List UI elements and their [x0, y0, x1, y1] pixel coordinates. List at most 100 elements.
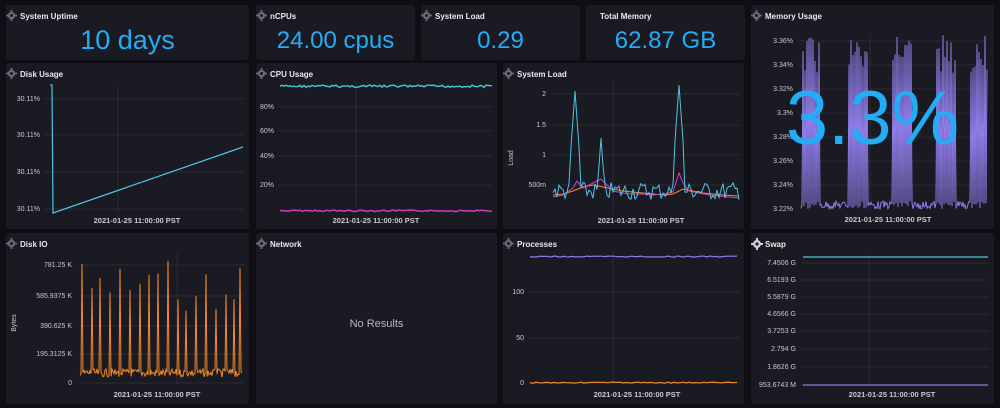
system-load-line-1m	[552, 84, 740, 201]
processes-running-line	[529, 381, 738, 384]
y-tick-label: 781.25 K	[44, 262, 72, 269]
gear-icon[interactable]	[751, 10, 762, 21]
y-tick-label: 500m	[528, 182, 546, 189]
y-tick-label: 6.5193 G	[767, 277, 796, 284]
gear-icon[interactable]	[256, 238, 267, 249]
panel-title: System Load	[435, 12, 485, 21]
ncpus-value: 24.00 cpus	[276, 27, 395, 54]
gear-icon[interactable]	[503, 68, 514, 79]
memory-usage-chart: 3.36% 3.34% 3.32% 3.3% 3.28% 3.26% 3.24%…	[773, 35, 988, 224]
panel-title: Total Memory	[600, 12, 652, 21]
panel-title: Swap	[765, 240, 786, 249]
system-load-chart: Load 2 1.5 1 500m 2021-01-25 11:00:00 PS…	[508, 81, 740, 225]
cpu-usage-line-low	[279, 209, 493, 213]
gear-icon[interactable]	[6, 10, 17, 21]
y-tick-label: 585.9375 K	[36, 293, 72, 300]
uptime-value: 10 days	[80, 25, 175, 55]
y-tick-label: 100	[512, 289, 524, 296]
processes-total-line	[530, 255, 738, 258]
panel-system-load-stat: System Load 0.29	[421, 5, 580, 60]
panel-system-load: System Load Load 2 1.5 1 500m 2021-01-25…	[503, 63, 744, 229]
gear-icon[interactable]	[6, 68, 17, 79]
x-axis-label: 2021-01-25 11:00:00 PST	[333, 216, 420, 225]
memory-usage-series	[800, 35, 988, 211]
gear-icon[interactable]	[503, 238, 514, 249]
y-tick-label: 40%	[260, 153, 274, 160]
panel-title: Memory Usage	[765, 12, 822, 21]
y-tick-label: 30.11%	[17, 206, 40, 213]
panel-disk-usage: Disk Usage 30.11% 30.11% 30.11% 30.11% 2…	[6, 63, 249, 229]
panel-title: Disk IO	[20, 240, 48, 249]
y-tick-label: 3.26%	[773, 158, 793, 165]
y-tick-label: 3.28%	[773, 134, 793, 141]
y-axis-label: Bytes	[11, 314, 18, 332]
processes-chart: 100 50 0 2021-01-25 11:00:00 PST	[512, 253, 740, 399]
y-tick-label: 3.3%	[777, 110, 793, 117]
panel-title: nCPUs	[270, 12, 297, 21]
y-tick-label: 1.8626 G	[767, 364, 796, 371]
panel-title: Processes	[517, 240, 558, 249]
y-tick-label: 0	[68, 380, 72, 387]
panel-title: System Uptime	[20, 12, 78, 21]
x-axis-label: 2021-01-25 11:00:00 PST	[114, 390, 201, 399]
y-tick-label: 1	[542, 152, 546, 159]
disk-usage-line	[50, 84, 244, 214]
y-tick-label: 5.5879 G	[767, 294, 796, 301]
panel-cpu-usage: CPU Usage 80% 60% 40% 20% 2021-01-25 11:…	[256, 63, 497, 229]
y-tick-label: 195.3125 K	[36, 351, 72, 358]
y-tick-label: 4.6566 G	[767, 311, 796, 318]
panel-memory-usage: Memory Usage 3.36% 3.34% 3.32% 3.3% 3.28…	[751, 5, 994, 229]
y-tick-label: 20%	[260, 182, 274, 189]
panel-title: Disk Usage	[20, 70, 64, 79]
y-tick-label: 50	[516, 335, 524, 342]
y-tick-label: 3.32%	[773, 86, 793, 93]
gear-icon[interactable]	[421, 10, 432, 21]
y-tick-label: 1.5	[536, 122, 546, 129]
gear-icon[interactable]	[256, 68, 267, 79]
disk-io-chart: Bytes 781.25 K 585.9375 K 390.625 K 195.…	[11, 253, 244, 399]
x-axis-label: 2021-01-25 11:00:00 PST	[849, 390, 936, 399]
y-tick-label: 3.24%	[773, 182, 793, 189]
x-axis-label: 2021-01-25 11:00:00 PST	[94, 216, 181, 225]
y-tick-label: 390.625 K	[40, 323, 72, 330]
panel-title: CPU Usage	[270, 70, 314, 79]
system-load-line-15m	[552, 184, 740, 197]
no-results-message: No Results	[349, 318, 404, 330]
disk-io-line	[79, 260, 243, 378]
panel-title: Network	[270, 240, 302, 249]
total-memory-value: 62.87 GB	[614, 27, 717, 54]
y-tick-label: 30.11%	[17, 132, 40, 139]
swap-chart: 7.4506 G 6.5193 G 5.5879 G 4.6566 G 3.72…	[759, 253, 989, 399]
memory-usage-line	[800, 35, 988, 211]
x-axis-label: 2021-01-25 11:00:00 PST	[594, 390, 681, 399]
y-tick-label: 30.11%	[17, 169, 40, 176]
y-tick-label: 60%	[260, 128, 274, 135]
panel-swap: Swap 7.4506 G 6.5193 G 5.5879 G 4.6566 G…	[751, 233, 994, 404]
y-tick-label: 3.34%	[773, 62, 793, 69]
y-tick-label: 2	[542, 91, 546, 98]
gear-icon[interactable]	[751, 238, 763, 250]
panel-ncpus: nCPUs 24.00 cpus	[256, 5, 415, 60]
panel-total-memory: Total Memory 62.87 GB	[586, 5, 745, 60]
cpu-usage-line-high	[279, 84, 493, 89]
y-tick-label: 80%	[260, 104, 274, 111]
y-axis-label: Load	[508, 150, 515, 166]
system-load-value: 0.29	[477, 27, 524, 54]
y-tick-label: 3.7253 G	[767, 328, 796, 335]
gear-icon[interactable]	[256, 10, 267, 21]
y-tick-label: 30.11%	[17, 96, 40, 103]
x-axis-label: 2021-01-25 11:00:00 PST	[598, 216, 685, 225]
y-tick-label: 0	[520, 380, 524, 387]
panel-disk-io: Disk IO Bytes 781.25 K 585.9375 K 390.62…	[6, 233, 249, 404]
y-tick-label: 2.794 G	[771, 346, 796, 353]
panel-network: Network No Results	[256, 233, 497, 404]
y-tick-label: 3.36%	[773, 38, 793, 45]
panel-title: System Load	[517, 70, 567, 79]
panel-processes: Processes 100 50 0 2021-01-25 11:00:00 P…	[503, 233, 744, 404]
y-tick-label: 953.6743 M	[759, 382, 796, 389]
gear-icon[interactable]	[6, 238, 17, 249]
y-tick-label: 7.4506 G	[767, 260, 796, 267]
cpu-usage-chart: 80% 60% 40% 20% 2021-01-25 11:00:00 PST	[260, 81, 493, 225]
memory-usage-value: 3.3%	[785, 76, 960, 161]
y-tick-label: 3.22%	[773, 206, 793, 213]
